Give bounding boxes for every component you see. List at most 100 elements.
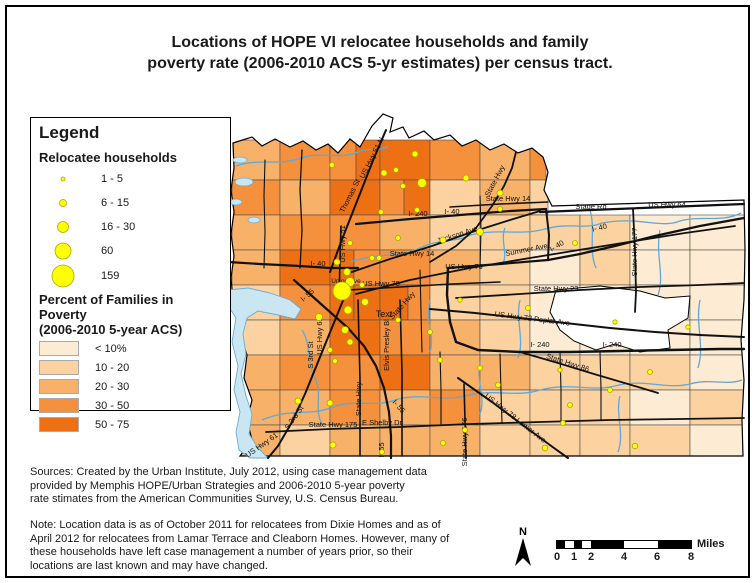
relocatee-household-dot: [380, 169, 388, 177]
census-tract: [689, 214, 745, 251]
relocatee-household-dot: [476, 228, 484, 236]
census-tract: [379, 424, 431, 456]
legend-household-label: 60: [101, 245, 114, 257]
road: [329, 129, 387, 273]
stream: [427, 299, 433, 353]
relocatee-household-dot: [462, 427, 468, 433]
road: [455, 282, 745, 299]
stream: [301, 329, 323, 425]
scale-bar-tick: 2: [587, 551, 595, 563]
relocatee-household-dot: [329, 162, 335, 168]
relocatee-household-dot: [560, 420, 566, 426]
relocatee-household-dot: [557, 367, 563, 373]
legend-poverty-heading: Percent of Families in Poverty (2006-201…: [39, 292, 183, 337]
stream: [349, 212, 742, 263]
road-label: I- 240: [408, 209, 427, 218]
census-tract: [329, 424, 381, 456]
stream: [502, 227, 506, 265]
note-text: Note: Location data is as of October 201…: [30, 519, 450, 572]
legend-household-label: 16 - 30: [101, 221, 136, 233]
river-island: [234, 177, 254, 187]
road: [499, 353, 503, 424]
legend-poverty-label: 20 - 30: [95, 380, 130, 393]
relocatee-household-dot: [427, 329, 433, 335]
scale-bar-tick: 6: [653, 551, 661, 563]
census-tract: [689, 389, 745, 426]
census-tract: [629, 354, 691, 391]
legend-poverty-label: < 10%: [95, 342, 127, 355]
relocatee-household-dot: [477, 365, 483, 371]
census-tract: [479, 319, 531, 356]
relocatee-household-dot: [369, 255, 375, 261]
relocatee-symbol: [59, 199, 67, 207]
unpopulated-area: [549, 285, 691, 353]
sources-text: Sources: Created by the Urban Institute,…: [30, 466, 427, 506]
relocatee-symbol: [51, 264, 75, 288]
road-label: I- 240: [602, 340, 621, 349]
census-tract: [689, 354, 745, 391]
road: [345, 210, 541, 275]
relocatee-household-dot: [525, 305, 531, 311]
relocatee-household-dot: [332, 281, 352, 301]
road-label: US Hwy 61: [315, 317, 324, 355]
relocatee-symbol: [57, 221, 69, 233]
road: [265, 417, 745, 433]
relocatee-symbol: [54, 242, 72, 260]
relocatee-household-dot: [379, 449, 385, 455]
census-tract: [279, 214, 331, 251]
legend-households-heading: Relocatee households: [39, 150, 177, 165]
relocatee-household-dot: [395, 235, 401, 241]
legend-poverty-label: 30 - 50: [95, 399, 130, 412]
road-label: US Hwy 79: [445, 262, 483, 271]
road-label: State Hwy 177: [630, 228, 639, 277]
census-tract: [407, 284, 431, 321]
relocatee-household-dot: [612, 319, 618, 325]
relocatee-household-dot: [343, 305, 353, 315]
road: [599, 351, 602, 421]
road-label: I- 240: [530, 340, 549, 349]
relocatee-household-dot: [439, 236, 447, 244]
river-island: [247, 216, 261, 224]
road: [347, 281, 501, 291]
road: [399, 299, 403, 457]
relocatee-household-dot: [411, 150, 419, 158]
relocatee-household-dot: [359, 282, 365, 288]
legend-household-label: 159: [101, 270, 120, 282]
road: [545, 208, 550, 261]
relocatee-household-dot: [329, 441, 337, 449]
road: [463, 383, 467, 459]
census-tract: [529, 389, 581, 426]
north-arrow: N: [508, 524, 538, 575]
census-tract: [379, 354, 431, 391]
legend-poverty-class: 50 - 75: [39, 417, 222, 432]
north-label: N: [519, 526, 527, 538]
scale-bar-segments: [556, 539, 692, 549]
poverty-swatch: [39, 341, 79, 356]
census-tract: [429, 424, 481, 456]
relocatee-household-dot: [567, 402, 573, 408]
census-tract: [329, 139, 357, 181]
relocatee-household-dot: [343, 268, 351, 276]
road: [519, 351, 659, 394]
road-label: I- 40: [310, 259, 325, 268]
relocatee-household-dot: [495, 382, 501, 388]
stream: [235, 145, 389, 167]
road: [263, 159, 266, 269]
legend-poverty-class: 20 - 30: [39, 379, 222, 394]
census-tract: [429, 139, 481, 181]
census-tract: [379, 179, 405, 216]
road-label: I- 40: [444, 207, 459, 216]
census-tract: [479, 424, 531, 456]
relocatee-household-dot: [346, 338, 354, 346]
relocatee-household-dot: [631, 442, 639, 450]
road: [299, 149, 303, 269]
road: [538, 202, 746, 214]
relocatee-household-dot: [437, 357, 443, 363]
road: [429, 151, 517, 263]
legend-poverty-class: < 10%: [39, 341, 222, 356]
scale-bar-segment: [582, 540, 591, 548]
stream: [589, 209, 597, 269]
